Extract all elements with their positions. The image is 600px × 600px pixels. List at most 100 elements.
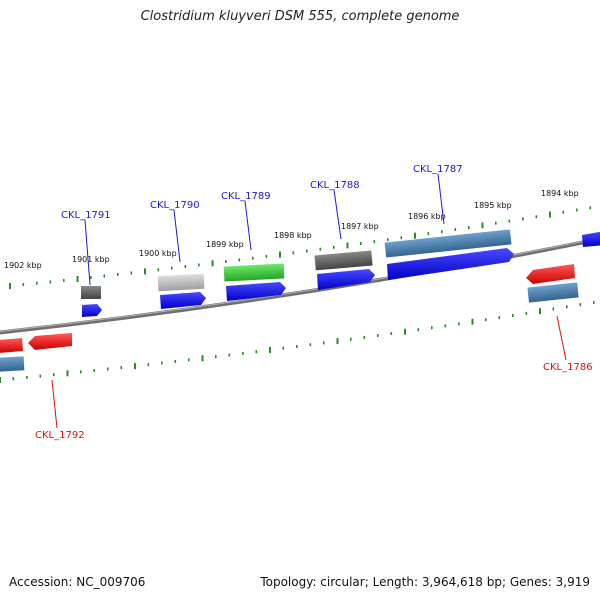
tick-minor [184,265,187,269]
tick-minor [508,219,511,223]
tick-minor [147,363,150,367]
gene-block-steel [384,229,512,258]
cds-arrow-forward [160,292,206,309]
kbp-label: 1900 kbp [139,249,177,258]
tick-minor [107,367,109,371]
kbp-label: 1901 kbp [72,255,110,264]
gene-labels: CKL_1791 CKL_1790 CKL_1789 CKL_1788 CKL_… [35,164,593,441]
tick-minor [458,322,460,326]
tick-minor [309,343,312,347]
tick-major [144,268,146,275]
tick-minor [225,260,227,264]
tick-minor [306,249,308,253]
tick-minor [157,268,160,272]
tick-major [549,211,551,218]
leader-line [84,219,91,286]
tick-minor [242,351,244,355]
kbp-label: 1902 kbp [4,261,42,270]
tick-minor [512,314,514,317]
kbp-label: 1898 kbp [274,231,312,240]
tick-minor [535,215,538,219]
gene-block-steel [0,356,25,372]
accession-text: Accession: NC_009706 [9,575,146,589]
tick-major [539,308,541,315]
leader-line [244,200,252,251]
cds-arrow-forward [387,248,514,280]
length-label: Length: [372,575,419,589]
tick-minor [390,332,393,336]
tick-minor [377,334,379,337]
tick-minor [39,374,42,378]
gene-leaders [51,173,567,429]
tick-major [9,283,11,289]
tick-minor [589,206,592,210]
tick-major [471,318,474,325]
tick-major [76,276,79,282]
tick-minor [22,283,25,287]
tick-minor [120,366,123,370]
tick-minor [468,226,470,229]
tick-minor [579,303,582,307]
tick-minor [36,281,38,285]
cds-track-forward [82,231,600,317]
tick-minor [238,258,241,262]
tick-minor [525,311,528,315]
kbp-label: 1895 kbp [474,201,512,210]
tick-minor [296,345,298,348]
tick-minor [576,208,578,212]
tick-minor [522,217,524,221]
tick-minor [319,247,322,251]
tick-minor [12,377,15,381]
gene-label-ckl-1790: CKL_1790 [150,200,200,211]
tick-minor [252,256,254,260]
genome-summary: Topology: circular; Length: 3,964,618 bp… [260,575,590,589]
leader-line [556,315,567,361]
topology-value: circular [320,575,365,589]
tick-minor [161,361,163,365]
tick-minor [174,360,177,363]
tick-minor [171,266,173,270]
tick-minor [255,350,258,354]
length-value: 3,964,618 bp [421,575,502,589]
tick-minor [387,238,389,242]
gene-label-ckl-1789: CKL_1789 [221,191,271,202]
tick-major [279,251,281,258]
cds-arrow-reverse [28,333,72,350]
gene-block-steel [527,282,579,303]
tick-minor [26,375,28,379]
tick-row-upper [9,206,592,289]
kbp-label: 1896 kbp [408,212,446,221]
cds-arrow-forward [582,231,600,247]
kbp-label: 1894 kbp [541,189,579,198]
tick-minor [562,210,565,214]
gene-label-ckl-1787: CKL_1787 [413,164,463,175]
tick-minor [90,276,92,279]
gene-label-ckl-1792: CKL_1792 [35,430,85,441]
gene-label-ckl-1786: CKL_1786 [543,362,593,373]
tick-major [269,347,271,353]
genes-value: 3,919 [555,575,590,589]
kbp-labels: 1902 kbp 1901 kbp 1900 kbp 1899 kbp 1898… [4,189,579,270]
leader-line [51,379,58,429]
kbp-label: 1897 kbp [341,222,379,231]
cds-arrow-forward [82,304,102,317]
tick-minor [198,263,200,267]
gene-block-light [157,273,205,292]
tick-major [404,328,406,335]
tick-minor [117,273,119,276]
tick-minor [80,370,82,374]
tick-row-lower [0,300,595,383]
tick-minor [400,236,403,240]
tick-major [0,377,1,383]
tick-minor [323,341,325,345]
tick-minor [130,271,133,275]
tick-minor [495,221,497,225]
leader-line [173,209,181,263]
gene-label-ckl-1788: CKL_1788 [310,180,360,191]
tick-major [336,338,339,345]
tick-minor [350,337,352,341]
tick-major [66,370,69,377]
tick-minor [282,346,285,350]
tick-minor [265,254,268,258]
genome-backbone [0,236,600,335]
